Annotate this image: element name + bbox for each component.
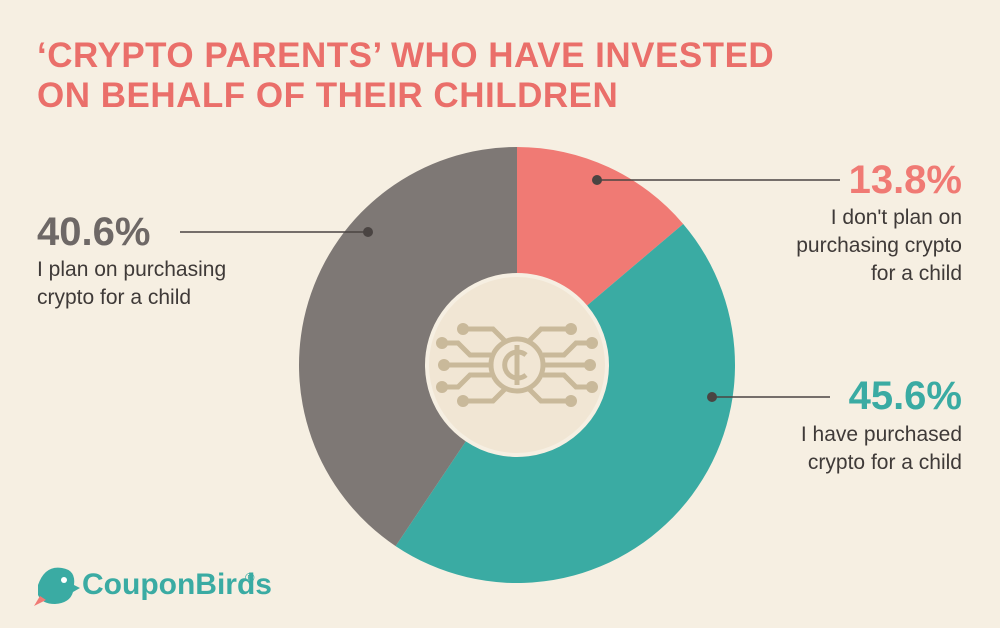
- category-label: I have purchased crypto for a child: [800, 423, 962, 474]
- brand-mark: ®: [245, 570, 255, 585]
- slice: [299, 147, 517, 547]
- center-icon: [429, 277, 605, 453]
- leader-dot: [363, 227, 373, 237]
- slice: [517, 147, 684, 306]
- value-label: 13.8%: [848, 158, 962, 202]
- category-label: I plan on purchasing crypto for a child: [37, 258, 227, 309]
- slice: [395, 223, 735, 583]
- logo-bird: [34, 567, 80, 606]
- leader-dot: [707, 392, 717, 402]
- leader-dot: [592, 175, 602, 185]
- chart-title: ‘CRYPTO PARENTS’ WHO HAVE INVESTED: [37, 36, 775, 75]
- brand: CouponBirds: [82, 568, 272, 601]
- value-label: 40.6%: [37, 210, 151, 254]
- category-label: I don't plan on purchasing crypto for a …: [796, 206, 962, 285]
- value-label: 45.6%: [848, 374, 962, 418]
- chart-title: ON BEHALF OF THEIR CHILDREN: [37, 76, 619, 115]
